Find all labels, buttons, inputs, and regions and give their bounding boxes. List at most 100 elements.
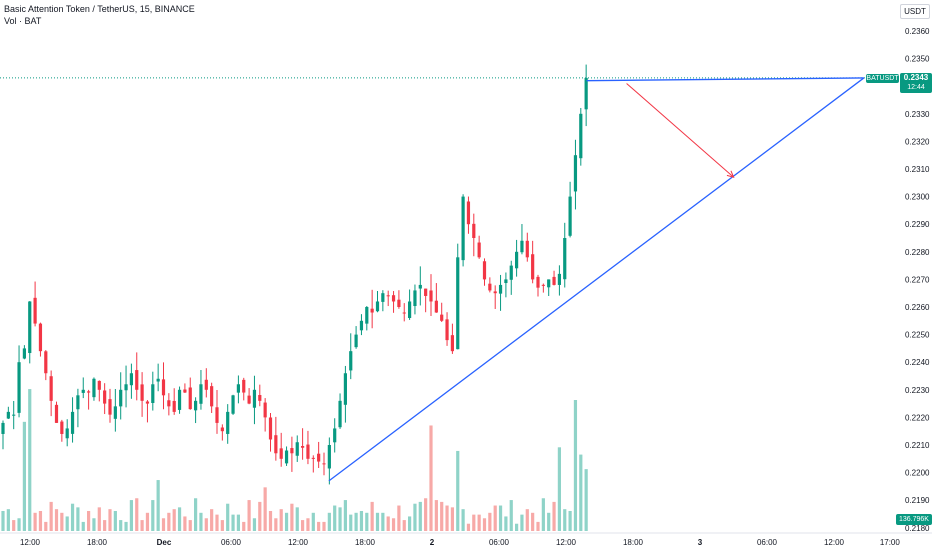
volume-bar xyxy=(408,516,412,531)
candle-body xyxy=(322,463,326,465)
volume-bar xyxy=(493,505,497,531)
volume-bar xyxy=(135,498,139,531)
candle-body xyxy=(375,301,380,312)
volume-bar xyxy=(317,521,321,531)
candle-body xyxy=(365,307,369,324)
candle-body xyxy=(49,376,53,401)
volume-bar xyxy=(381,512,385,531)
candle-body xyxy=(167,400,171,407)
y-tick-label: 0.2270 xyxy=(905,275,930,284)
candle-body xyxy=(450,335,454,352)
x-tick-label: 06:00 xyxy=(757,538,778,547)
volume-bar xyxy=(38,510,43,531)
volume-bar xyxy=(151,500,155,531)
candle-body xyxy=(461,196,465,261)
ascending-trendline xyxy=(328,77,865,482)
chart-title: Basic Attention Token / TetherUS, 15, BI… xyxy=(4,4,195,14)
volume-bar xyxy=(290,503,294,531)
candle-body xyxy=(119,389,123,407)
candle-body xyxy=(520,240,524,253)
volume-bar xyxy=(1,510,5,531)
volume-bar xyxy=(81,521,85,531)
x-tick-label: 06:00 xyxy=(221,538,242,547)
candle-body xyxy=(349,351,353,371)
volume-bar xyxy=(509,500,513,531)
volume-bar xyxy=(354,512,358,531)
candle-body xyxy=(472,223,476,238)
currency-button[interactable]: USDT xyxy=(900,4,930,19)
candle-body xyxy=(311,457,315,459)
volume-bar xyxy=(236,514,240,531)
volume-bar xyxy=(220,520,224,531)
volume-bar xyxy=(215,514,219,531)
x-tick-label: 12:00 xyxy=(20,538,41,547)
candle-body xyxy=(547,279,551,288)
volume-bar xyxy=(482,518,487,531)
volume-bar xyxy=(268,510,273,531)
y-tick-label: 0.2300 xyxy=(905,193,930,202)
candle-body xyxy=(258,395,262,401)
candle-body xyxy=(284,450,289,464)
volume-bar xyxy=(279,509,283,531)
volume-bar xyxy=(108,509,112,531)
candle-body xyxy=(172,400,176,412)
volume-bar xyxy=(119,520,123,531)
candle-body xyxy=(573,155,578,192)
y-tick-label: 0.2180 xyxy=(905,524,930,533)
volume-bar xyxy=(242,521,246,531)
candle-body xyxy=(504,279,508,284)
candle-body xyxy=(140,384,144,401)
volume-bar xyxy=(557,447,561,531)
candle-body xyxy=(220,427,224,432)
candle-body xyxy=(552,276,556,285)
volume-bar xyxy=(167,512,171,531)
candle-body xyxy=(301,446,305,448)
volume-bar xyxy=(552,501,556,531)
volume-bar xyxy=(76,507,80,531)
candle-body xyxy=(424,288,428,296)
volume-bar xyxy=(44,521,48,531)
candle-body xyxy=(488,283,492,291)
candle-body xyxy=(541,284,545,286)
x-tick-label: Dec xyxy=(157,538,172,547)
candle-body xyxy=(12,414,16,416)
bar-countdown: 12:44 xyxy=(907,84,925,91)
candle-body xyxy=(515,251,519,269)
volume-bar xyxy=(472,514,476,531)
last-price-tag: 0.2343 12:44 xyxy=(900,73,932,93)
volume-bar xyxy=(338,507,342,531)
x-tick-label: 18:00 xyxy=(623,538,644,547)
volume-bar xyxy=(541,498,545,531)
y-tick-label: 0.2280 xyxy=(905,248,930,257)
volume-bar xyxy=(284,512,289,531)
volume-bar xyxy=(204,518,208,531)
candle-body xyxy=(579,113,583,159)
candle-body xyxy=(6,411,10,419)
x-tick-label: 18:00 xyxy=(355,538,376,547)
volume-bar xyxy=(194,498,198,531)
candle-body xyxy=(306,444,310,459)
candle-body xyxy=(17,362,21,413)
candle-body xyxy=(87,391,91,393)
candle-body xyxy=(370,308,374,313)
volume-bar xyxy=(498,505,503,531)
volume-bar xyxy=(177,507,182,531)
candle-body xyxy=(108,399,112,415)
candle-body xyxy=(290,448,294,454)
arrow-head xyxy=(726,170,735,179)
y-tick-label: 0.2190 xyxy=(905,496,930,505)
candle-body xyxy=(456,257,460,350)
symbol-tag: BATUSDT xyxy=(866,74,899,83)
volume-bar xyxy=(573,400,578,531)
last-price-value: 0.2343 xyxy=(903,73,929,82)
volume-bar xyxy=(188,520,192,531)
candle-body xyxy=(44,351,48,374)
candle-body xyxy=(493,291,497,294)
volume-bar xyxy=(434,500,438,531)
candle-body xyxy=(327,445,331,469)
volume-bar xyxy=(92,518,96,531)
candle-body xyxy=(445,319,449,341)
x-tick-label: 2 xyxy=(430,538,435,547)
candle-body xyxy=(33,297,37,324)
